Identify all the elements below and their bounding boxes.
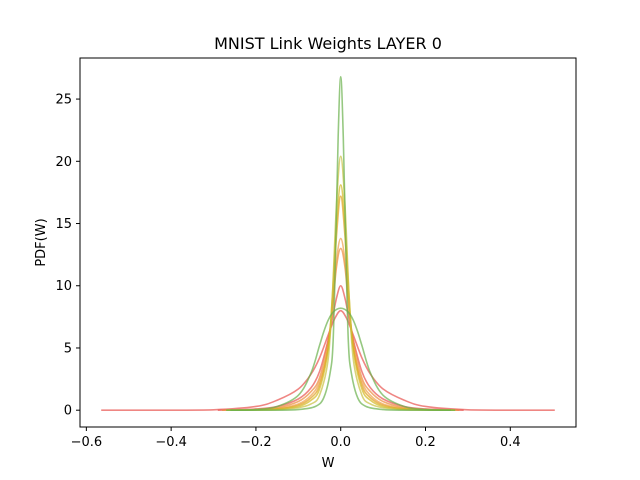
y-tick-label: 20 xyxy=(55,155,72,170)
axes-frame xyxy=(79,57,577,428)
x-tick-label: −0.4 xyxy=(155,435,187,450)
y-axis-ticks: 0 5 10 15 20 25 xyxy=(55,93,80,419)
series-line-9 xyxy=(230,75,451,412)
x-tick-label: 0.2 xyxy=(415,435,436,450)
y-axis-label: PDF(W) xyxy=(34,218,49,266)
x-tick-label: −0.6 xyxy=(71,435,103,450)
series-line-8 xyxy=(226,307,456,411)
series-line-7 xyxy=(226,155,456,411)
series-line-4 xyxy=(226,237,456,411)
y-tick-label: 5 xyxy=(64,341,72,356)
chart-title: MNIST Link Weights LAYER 0 xyxy=(214,34,442,53)
series-line-1 xyxy=(101,309,555,412)
series-line-6 xyxy=(226,184,456,411)
x-tick-label: 0.0 xyxy=(330,435,351,450)
y-tick-label: 25 xyxy=(55,93,72,108)
x-axis-ticks: −0.6 −0.4 −0.2 0.0 0.2 0.4 xyxy=(71,427,521,450)
plot-lines xyxy=(101,75,555,412)
x-tick-label: −0.2 xyxy=(240,435,272,450)
series-line-5 xyxy=(226,195,456,411)
y-tick-label: 15 xyxy=(55,217,72,232)
y-tick-label: 10 xyxy=(55,279,72,294)
series-line-2 xyxy=(217,284,464,411)
x-axis-label: W xyxy=(322,456,335,471)
x-tick-label: 0.4 xyxy=(500,435,521,450)
series-line-3 xyxy=(222,247,460,411)
y-tick-label: 0 xyxy=(64,404,72,419)
